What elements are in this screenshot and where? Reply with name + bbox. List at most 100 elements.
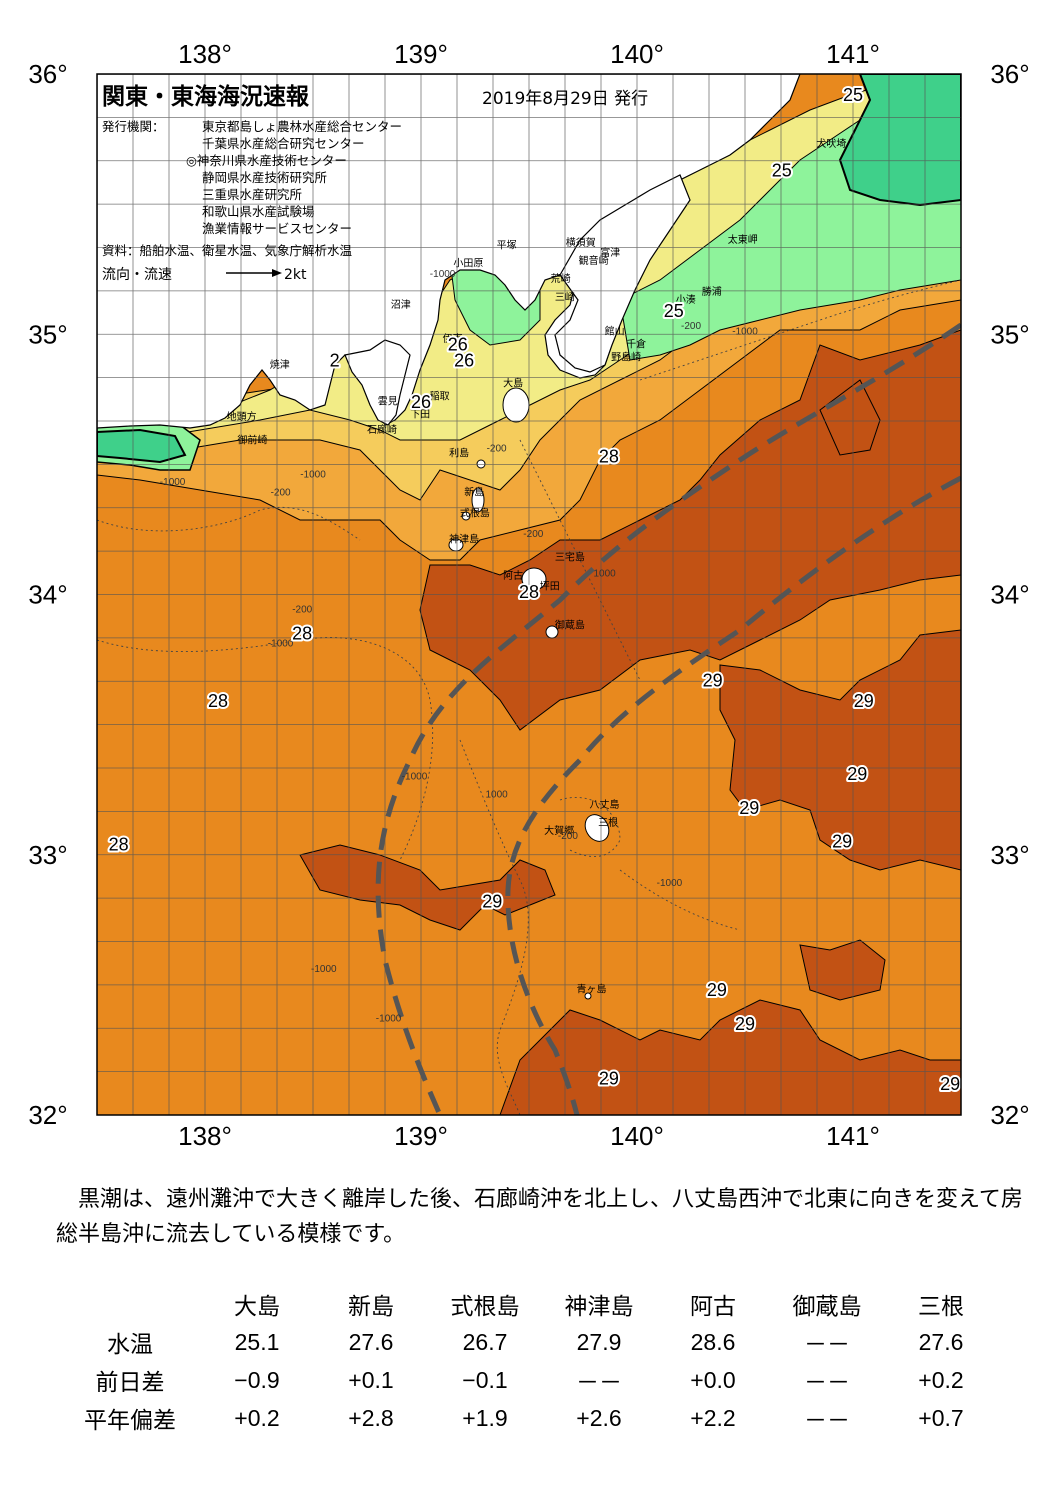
- latitude-label-left: 32°: [28, 1100, 67, 1130]
- station-header: 神津島: [564, 1294, 634, 1320]
- place-name: 野島崎: [611, 350, 641, 363]
- contour-label: -1000: [732, 326, 758, 337]
- temperature-label: 25: [664, 301, 684, 321]
- kuroshio-description: 黒潮は、遠州灘沖で大きく離岸した後、石廊崎沖を北上し、八丈島西沖で北東に向きを変…: [56, 1187, 1023, 1247]
- longitude-label-top: 140°: [610, 39, 664, 69]
- latitude-label-left: 34°: [28, 580, 67, 610]
- table-row: 前日差 −0.9 +0.1 −0.1 －－ +0.0 －－ +0.2: [60, 1361, 998, 1399]
- table-cell: 27.9: [576, 1328, 622, 1355]
- place-name: 新島: [464, 486, 484, 499]
- temperature-label-halo: 29: [847, 764, 867, 784]
- axis-labels: 138° 138° 139° 139° 140° 140° 141° 141° 36° 36° 35…: [28, 39, 1029, 1150]
- temperature-label-halo: 29: [854, 691, 874, 711]
- place-name: 神津島: [449, 532, 479, 545]
- place-name: 大島: [503, 376, 523, 389]
- station-header: 大島: [234, 1294, 280, 1320]
- latitude-label-left: 33°: [28, 840, 67, 870]
- sea-29-zone: [299, 844, 556, 931]
- table-cell: +0.1: [348, 1366, 394, 1393]
- temperature-label-halo: 29: [940, 1074, 960, 1094]
- place-name: 青ヶ島: [577, 983, 607, 996]
- place-name: 御前崎: [237, 434, 267, 447]
- legend-panel: 関東・東海海況速報 2019年8月29日 発行 発行機関： 東京都島しょ農林水産…: [102, 83, 648, 283]
- island-shikinejima: [461, 511, 471, 521]
- island-miyakejima: [521, 567, 547, 591]
- latitude-label-right: 32°: [990, 1100, 1029, 1130]
- place-name: 荒崎: [551, 272, 571, 285]
- latitude-label-left: 35°: [28, 319, 67, 349]
- temperature-label-halo: 28: [208, 691, 228, 711]
- station-header: 式根島: [450, 1294, 520, 1320]
- place-name: 利島: [449, 447, 469, 460]
- issuer-3: ◎神奈川県水産技術センター: [186, 153, 347, 168]
- temperature-label: 29: [940, 1074, 960, 1094]
- temperature-label-halo: 29: [707, 980, 727, 1000]
- row-label: 前日差: [95, 1370, 165, 1396]
- longitude-label-top: 139°: [394, 39, 448, 69]
- table-row: 平年偏差 +0.2 +2.8 +1.9 +2.6 +2.2 －－ +0.7: [60, 1399, 998, 1437]
- table-cell: +0.0: [690, 1366, 736, 1393]
- current-scale: 2kt: [284, 267, 307, 283]
- temperature-label: 29: [832, 832, 852, 852]
- longitude-label-top: 141°: [826, 39, 880, 69]
- table-cell: −0.1: [462, 1366, 508, 1393]
- temperature-label-halo: 28: [109, 834, 129, 854]
- temperature-label: 29: [703, 670, 723, 690]
- place-name: 勝浦: [702, 285, 722, 298]
- row-label: 平年偏差: [84, 1408, 176, 1434]
- table-header-row: 大島 新島 式根島 神津島 阿古 御蔵島 三根: [60, 1285, 998, 1323]
- table-cell: +0.7: [918, 1404, 964, 1431]
- temperature-label-halo: 29: [703, 670, 723, 690]
- table-cell: －－: [576, 1369, 622, 1395]
- table-cell: +1.9: [462, 1404, 508, 1431]
- map-frame: [96, 73, 962, 1116]
- temperature-label-halo: 28: [292, 624, 312, 644]
- place-name: 館山: [605, 324, 625, 337]
- contour-label: -1000: [376, 1013, 402, 1024]
- contour-label: -1000: [402, 771, 428, 782]
- place-name: 観音崎: [579, 254, 609, 267]
- temperature-label: 2: [330, 350, 340, 370]
- station-header: 阿古: [690, 1294, 736, 1320]
- latitude-label-right: 35°: [990, 319, 1029, 349]
- table-row: 水温 25.1 27.6 26.7 27.9 28.6 －－ 27.6: [60, 1323, 998, 1361]
- island-aogashima: [584, 992, 592, 1000]
- current-legend-label: 流向・流速: [102, 267, 172, 283]
- temperature-label-halo: 28: [599, 447, 619, 467]
- table-cell: －－: [804, 1407, 850, 1433]
- current-arrowhead-icon: [272, 269, 282, 277]
- temperature-label-halo: 29: [735, 1014, 755, 1034]
- table-cell: +2.2: [690, 1404, 736, 1431]
- sea-29-zone: [719, 629, 961, 871]
- place-name: 八丈島: [589, 798, 619, 811]
- place-name: 太東岬: [728, 233, 758, 246]
- latitude-label-right: 33°: [990, 840, 1029, 870]
- temperature-label: 29: [854, 691, 874, 711]
- table-cell: +0.2: [918, 1366, 964, 1393]
- place-name: 伊東: [443, 332, 463, 345]
- issuer-6: 和歌山県水産試験場: [202, 204, 315, 219]
- issuer-7: 漁業情報サービスセンター: [202, 221, 352, 236]
- land-boso: [554, 174, 691, 373]
- longitude-label-bottom: 141°: [826, 1121, 880, 1150]
- issuer-4: 静岡県水産技術研究所: [202, 170, 327, 185]
- contour-label: -1000: [268, 639, 294, 650]
- temperature-label: 28: [599, 447, 619, 467]
- contour-label: -200: [558, 831, 578, 842]
- contour-labels: -1000 -1000 -1000 -1000 1000 -1000 -200 -1000 -2…: [160, 269, 758, 1024]
- place-name: 小田原: [453, 258, 483, 270]
- contour-label: -1000: [300, 469, 326, 480]
- contour-label: -200: [487, 443, 507, 454]
- contour-label: -1000: [657, 878, 683, 889]
- place-name: 大賀郷: [544, 824, 574, 837]
- temperature-label: 29: [847, 764, 867, 784]
- place-name: 御蔵島: [555, 618, 585, 631]
- grid-lines: [97, 74, 961, 1115]
- table-cell: 25.1: [234, 1328, 280, 1355]
- temperature-label: 25: [772, 160, 792, 180]
- place-name: 稲取: [430, 390, 450, 402]
- place-name: 平塚: [497, 239, 517, 251]
- station-header: 三根: [918, 1294, 964, 1320]
- longitude-label-top: 138°: [178, 39, 232, 69]
